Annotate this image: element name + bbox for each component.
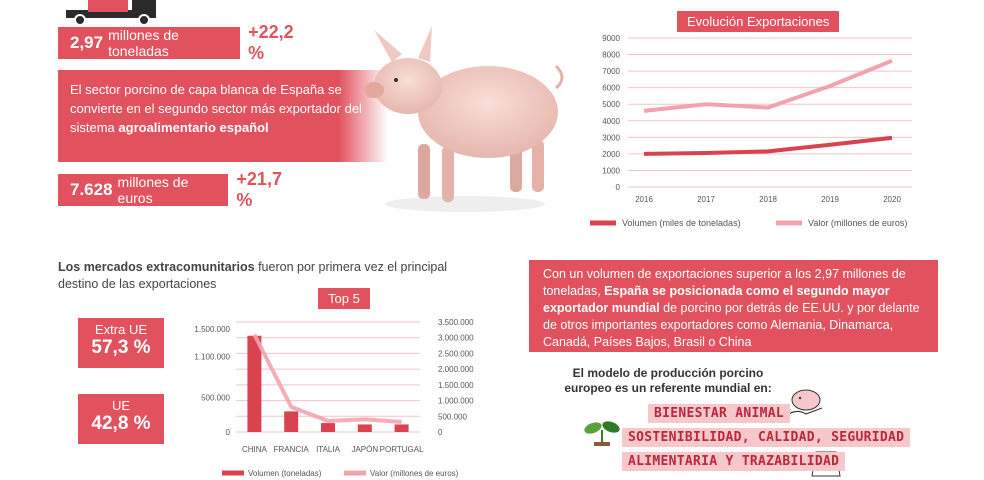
bar-chart: 0 500.000 1.000.000 1.500.000 2.000.000 2.500…	[194, 318, 474, 478]
intro-text: El sector porcino de capa blanca de Espa…	[58, 70, 388, 162]
y-right-tick-label: 0	[438, 428, 443, 437]
y-tick-label: 6000	[602, 84, 620, 93]
y-right-tick-label: 1.000.000	[438, 397, 474, 406]
y-tick-label: 0	[616, 183, 621, 192]
extra-ue-box: Extra UE 57,3 %	[78, 318, 164, 368]
x-tick-label: CHINA	[242, 445, 268, 454]
series-line-1	[643, 58, 893, 113]
volume-unit: millones de toneladas	[108, 27, 179, 59]
summary-box: Con un volumen de exportaciones superior…	[529, 260, 938, 352]
y-tick-label: 1000	[602, 166, 620, 175]
legend-label: Valor (millones de euros)	[370, 469, 459, 478]
value-stat: 7.628 millones de euros +21,7 %	[58, 167, 308, 213]
extra-ue-label: Extra UE	[94, 322, 147, 337]
x-tick-label: FRANCIA	[274, 445, 310, 454]
truck-icon	[66, 0, 156, 26]
y-left-tick-label: 1.500.000	[194, 325, 230, 334]
y-tick-label: 9000	[602, 34, 620, 43]
value-change: +21,7 %	[228, 167, 308, 213]
bar	[357, 424, 372, 432]
pill-sostenibilidad: SOSTENIBILIDAD, CALIDAD, SEGURIDAD	[622, 428, 911, 447]
x-tick-label: PORTUGAL	[380, 445, 424, 454]
markets-heading-bold: Los mercados extracomunitarios	[58, 260, 255, 274]
x-tick-label: 2018	[759, 195, 777, 204]
pig-image	[364, 26, 564, 212]
series-line-0	[643, 135, 893, 156]
y-tick-label: 8000	[602, 51, 620, 60]
y-left-tick-label: 500.000	[201, 394, 230, 403]
extra-ue-value: 57,3 %	[91, 337, 151, 358]
legend-label: Volumen (miles de toneladas)	[622, 218, 741, 228]
y-right-tick-label: 2.000.000	[438, 365, 474, 374]
bar	[247, 335, 262, 432]
y-left-tick-label: 0	[226, 428, 231, 437]
legend-label: Volumen (toneladas)	[248, 469, 322, 478]
x-tick-label: 2016	[635, 195, 653, 204]
y-tick-label: 7000	[602, 67, 620, 76]
line-chart: 0 1000 2000 3000 4000 5000 6000 7000 8000 9000 201…	[590, 34, 912, 228]
y-right-tick-label: 3.500.000	[438, 318, 474, 327]
summary-bold: España se posicionada como el segundo ma…	[543, 284, 890, 315]
pill-alimentaria: ALIMENTARIA Y TRAZABILIDAD	[622, 452, 846, 471]
bar-chart-title: Top 5	[318, 288, 370, 309]
volume-value: 2,97	[70, 33, 104, 52]
y-left-tick-label: 1.100.000	[194, 352, 230, 361]
line-chart-title: Evolución Exportaciones	[677, 11, 840, 32]
y-tick-label: 2000	[602, 150, 620, 159]
pill-bienestar: BIENESTAR ANIMAL	[648, 404, 791, 423]
value-unit: millones de euros	[117, 174, 189, 206]
volume-stat: 2,97 millones de toneladas +22,2 %	[58, 20, 318, 66]
ue-label: UE	[111, 398, 131, 413]
summary-part1: Con un volumen de exportaciones superior…	[543, 267, 906, 298]
value-value: 7.628	[70, 180, 113, 199]
model-heading: El modelo de producción porcino europeo …	[564, 366, 772, 395]
y-tick-label: 5000	[602, 100, 620, 109]
bar	[284, 411, 299, 432]
markets-heading-rest: fueron por primera vez el principal dest…	[58, 260, 448, 291]
markets-heading: Los mercados extracomunitarios fueron po…	[58, 259, 478, 293]
x-tick-label: 2017	[697, 195, 715, 204]
seedling-icon	[584, 421, 620, 446]
bar	[321, 423, 335, 432]
intro-body: El sector porcino de capa blanca de Espa…	[70, 82, 362, 135]
y-right-tick-label: 1.500.000	[438, 381, 474, 390]
value-line	[252, 333, 402, 424]
x-tick-label: ITALIA	[316, 445, 341, 454]
ue-value: 42,8 %	[91, 413, 151, 434]
x-tick-label: 2020	[883, 195, 901, 204]
y-tick-label: 3000	[602, 133, 620, 142]
bar	[394, 424, 409, 432]
legend-label: Valor (millones de euros)	[808, 218, 907, 228]
x-tick-label: JAPÓN	[351, 445, 378, 454]
volume-change: +22,2 %	[240, 20, 318, 66]
x-tick-label: 2019	[821, 195, 839, 204]
y-right-tick-label: 2.500.000	[438, 349, 474, 358]
y-right-tick-label: 3.000.000	[438, 334, 474, 343]
ue-box: UE 42,8 %	[78, 394, 164, 444]
y-right-tick-label: 500.000	[438, 412, 467, 421]
y-tick-label: 4000	[602, 117, 620, 126]
intro-bold: agroalimentario español	[118, 120, 269, 135]
summary-part2: de porcino por detrás de EE.UU. y por de…	[543, 301, 920, 349]
